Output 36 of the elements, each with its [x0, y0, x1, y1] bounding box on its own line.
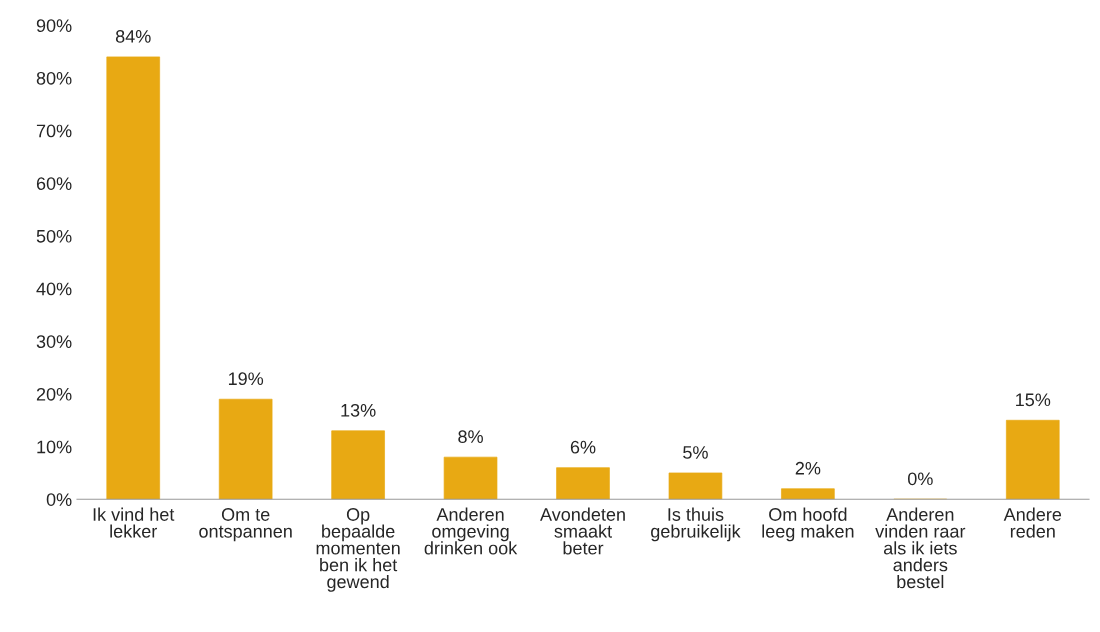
- y-tick-label: 80%: [36, 71, 72, 85]
- y-tick-label: 20%: [36, 387, 72, 401]
- x-tick-label: Om te ontspannen: [199, 508, 292, 542]
- data-label: 84%: [115, 29, 151, 43]
- data-label: 13%: [341, 403, 376, 417]
- y-tick-label: 40%: [36, 282, 72, 296]
- x-tick-label: Is thuis gebruikelijk: [651, 507, 741, 542]
- y-tick-label: 0%: [46, 493, 72, 506]
- y-tick-label: 90%: [36, 19, 72, 32]
- y-tick-label: 70%: [36, 124, 72, 138]
- bar: [106, 56, 160, 500]
- y-tick-label: 60%: [36, 177, 72, 190]
- y-tick-label: 30%: [36, 335, 72, 348]
- bar: [331, 430, 385, 500]
- data-label: 2%: [795, 461, 821, 475]
- x-tick-label: Andere reden: [1003, 507, 1062, 538]
- y-tick-label: 50%: [36, 229, 72, 243]
- x-tick-label: Avondeten smaakt beter: [540, 507, 625, 555]
- bar: [668, 472, 723, 500]
- bar: [781, 488, 835, 500]
- x-tick-label: Om hoofd leeg maken: [762, 507, 854, 542]
- data-label: 15%: [1016, 393, 1051, 407]
- x-tick-label: Anderen omgeving drinken ook: [424, 507, 518, 555]
- data-label: 5%: [683, 446, 708, 459]
- data-label: 6%: [570, 440, 596, 454]
- bar: [218, 398, 273, 500]
- bar: [443, 456, 498, 500]
- data-label: 8%: [458, 430, 483, 444]
- data-label: 19%: [228, 372, 264, 386]
- x-tick-label: Anderen vinden raar als ik iets anders bestel: [875, 507, 966, 589]
- x-tick-label: Ik vind het lekker: [93, 507, 175, 538]
- bar: [556, 467, 610, 500]
- bar: [1006, 419, 1060, 500]
- x-tick-label: Op bepaalde momenten ben ik het gewend: [316, 508, 400, 592]
- data-label: 0%: [907, 472, 933, 486]
- y-tick-label: 10%: [37, 440, 72, 454]
